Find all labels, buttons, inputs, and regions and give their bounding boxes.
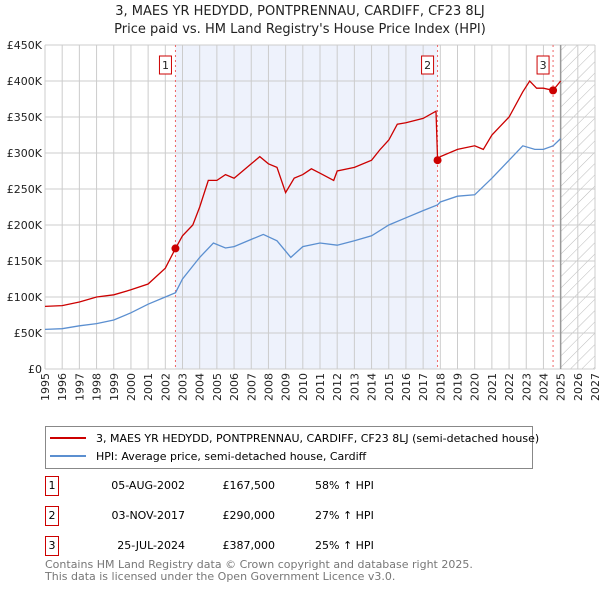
- x-tick-label: 1999: [108, 373, 121, 401]
- sale-marker-label: 1: [162, 59, 169, 72]
- x-tick-label: 2002: [159, 373, 172, 401]
- x-tick-label: 2024: [537, 373, 550, 401]
- x-tick-label: 2007: [245, 373, 258, 401]
- y-tick-label: £0: [28, 363, 42, 376]
- plot-area: 1995 1996 1997 1998 1999 2000 2001 2002 2003 2004…: [7, 39, 600, 401]
- y-tick-label: £250K: [7, 183, 43, 196]
- x-tick-label: 2013: [348, 373, 361, 401]
- footer-line-1: Contains HM Land Registry data © Crown c…: [45, 558, 473, 571]
- x-tick-label: 1998: [91, 373, 104, 401]
- x-tick-label: 2004: [194, 373, 207, 401]
- y-tick-label: £100K: [7, 291, 43, 304]
- sale-date: 05-AUG-2002: [111, 479, 185, 492]
- sale-number: 1: [45, 476, 59, 496]
- sale-marker-box: [421, 55, 435, 75]
- sale-price: £167,500: [222, 479, 276, 492]
- x-tick-label: 2018: [434, 373, 447, 401]
- legend-item-hpi: HPI: Average price, semi-detached house,…: [50, 448, 366, 464]
- sale-price: £290,000: [222, 509, 276, 522]
- x-tick-label: 2006: [228, 373, 241, 401]
- legend-blue-swatch: [50, 455, 86, 457]
- legend-item-property: 3, MAES YR HEDYDD, PONTPRENNAU, CARDIFF,…: [50, 430, 539, 446]
- y-tick-label: £150K: [7, 255, 43, 268]
- x-tick-label: 2019: [452, 373, 465, 401]
- sale-marker-label: 2: [424, 59, 431, 72]
- y-tick-label: £50K: [14, 327, 43, 340]
- sale-point: [433, 156, 442, 165]
- x-tick-label: 2011: [314, 373, 327, 401]
- x-tick-label: 2001: [142, 373, 155, 401]
- x-tick-label: 2010: [297, 373, 310, 401]
- x-tick-label: 2015: [383, 373, 396, 401]
- sale-hpi: 58% ↑ HPI: [315, 479, 374, 492]
- legend: 3, MAES YR HEDYDD, PONTPRENNAU, CARDIFF,…: [45, 426, 539, 469]
- sale-marker-box: [158, 55, 172, 75]
- x-tick-label: 2005: [211, 373, 224, 401]
- x-tick-label: 2014: [366, 373, 379, 401]
- hpi-line: [44, 138, 562, 331]
- x-tick-label: 2008: [262, 373, 275, 401]
- legend-blue-label: HPI: Average price, semi-detached house,…: [96, 449, 367, 463]
- x-tick-label: 2025: [555, 373, 568, 401]
- sale-marker-label: 3: [540, 59, 547, 72]
- x-tick-label: 2003: [177, 373, 190, 401]
- x-tick-label: 1995: [39, 373, 52, 401]
- x-tick-label: 2021: [486, 373, 499, 401]
- sale-hpi: 27% ↑ HPI: [315, 509, 374, 522]
- x-tick-label: 2020: [469, 373, 482, 401]
- y-tick-label: £450K: [7, 39, 43, 52]
- sale-date: 03-NOV-2017: [111, 509, 185, 522]
- x-tick-label: 2016: [400, 373, 413, 401]
- x-tick-label: 2023: [520, 373, 533, 401]
- y-tick-label: £400K: [7, 75, 43, 88]
- sale-price: £387,000: [222, 539, 276, 552]
- x-tick-label: 2017: [417, 373, 430, 401]
- legend-red-swatch: [50, 437, 86, 439]
- chart-subtitle: Price paid vs. HM Land Registry's House …: [114, 22, 486, 37]
- x-tick-label: 2012: [331, 373, 344, 401]
- x-tick-label: 1996: [56, 373, 69, 401]
- chart-title: 3, MAES YR HEDYDD, PONTPRENNAU, CARDIFF,…: [115, 4, 485, 19]
- x-tick-label: 2009: [280, 373, 293, 401]
- footer: Contains HM Land Registry data © Crown c…: [45, 559, 473, 583]
- sale-point: [549, 86, 558, 95]
- sale-number: 3: [45, 536, 59, 556]
- ownership-shade: [175, 45, 438, 369]
- sale-date: 25-JUL-2024: [117, 539, 185, 552]
- sale-hpi: 25% ↑ HPI: [315, 539, 374, 552]
- y-tick-label: £300K: [7, 147, 43, 160]
- x-tick-label: 2026: [572, 373, 585, 401]
- footer-line-2: This data is licensed under the Open Gov…: [45, 570, 396, 583]
- sale-marker-box: [536, 55, 550, 75]
- x-tick-label: 1997: [73, 373, 86, 401]
- x-tick-label: 2000: [125, 373, 138, 401]
- sale-point: [171, 244, 180, 253]
- y-tick-label: £200K: [7, 219, 43, 232]
- x-tick-label: 2022: [503, 373, 516, 401]
- x-tick-label: 2027: [589, 373, 600, 401]
- y-tick-label: £350K: [7, 111, 43, 124]
- sale-number: 2: [45, 506, 59, 526]
- legend-red-label: 3, MAES YR HEDYDD, PONTPRENNAU, CARDIFF,…: [96, 431, 540, 445]
